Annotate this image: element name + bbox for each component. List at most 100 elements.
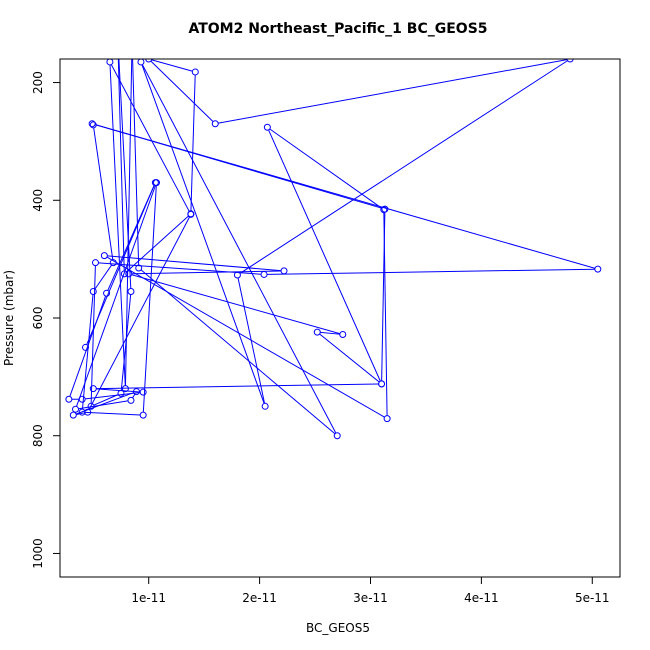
series-line-segment	[76, 392, 134, 415]
series-line-segment	[151, 59, 193, 72]
series-line-segment	[150, 60, 214, 122]
series-line-segment	[93, 128, 114, 260]
series-line-segment	[76, 185, 156, 407]
series-line-segment	[117, 59, 125, 271]
series-line-segment	[81, 294, 94, 410]
data-point	[191, 68, 199, 76]
series-line-segment	[142, 185, 157, 412]
data-point	[109, 259, 117, 267]
data-point	[383, 415, 391, 423]
series-line-segment	[107, 255, 281, 272]
series-line-segment	[85, 392, 141, 400]
y-tick-label: 200	[31, 71, 45, 94]
data-point	[127, 288, 135, 296]
data-point	[233, 271, 241, 279]
y-axis-label: Pressure (mbar)	[2, 270, 16, 366]
data-point	[129, 38, 135, 44]
data-point	[84, 408, 92, 416]
data-point	[339, 330, 347, 338]
chart-title: ATOM2 Northeast_Pacific_1 BC_GEOS5	[188, 21, 487, 37]
series-line-segment	[268, 130, 381, 382]
series-line-segment	[131, 270, 281, 275]
plot-frame	[59, 58, 621, 578]
data-point	[261, 402, 269, 410]
data-point	[89, 385, 97, 393]
series-line-segment	[109, 65, 126, 386]
data-point	[91, 259, 99, 267]
series-line-segment	[78, 400, 128, 410]
data-point	[100, 252, 108, 260]
data-point	[566, 59, 574, 63]
data-point	[139, 388, 147, 396]
data-point	[65, 395, 73, 403]
series-line-segment	[319, 333, 380, 383]
series-line-segment	[93, 394, 119, 406]
data-point	[69, 411, 77, 419]
series-line-segment	[76, 412, 85, 415]
data-point	[378, 380, 386, 388]
x-tick-label: 5e-11	[575, 591, 610, 605]
data-point	[87, 402, 95, 410]
data-point	[72, 405, 80, 413]
data-point	[135, 264, 143, 272]
data-point	[103, 289, 111, 297]
series-line-segment	[239, 60, 568, 274]
data-point	[89, 121, 97, 129]
series-line-segment	[86, 185, 155, 345]
y-tick-label: 800	[31, 424, 45, 447]
series-line-segment	[141, 64, 337, 434]
data-point	[594, 265, 602, 273]
series-line-segment	[85, 411, 140, 416]
x-tick-label: 4e-11	[464, 591, 499, 605]
data-point	[151, 179, 159, 187]
series-line-segment	[96, 383, 379, 390]
y-tick-label: 400	[31, 189, 45, 212]
data-point	[145, 59, 153, 63]
series-group	[65, 38, 602, 440]
series-line-segment	[124, 59, 133, 386]
series-line-segment	[269, 128, 382, 209]
series-line-segment	[126, 215, 189, 273]
series-line-segment	[118, 59, 132, 289]
series-line-segment	[218, 59, 568, 124]
series-line-segment	[94, 265, 112, 290]
data-point	[89, 288, 97, 296]
y-tick-label: 1000	[31, 538, 45, 569]
series-line-segment	[190, 75, 196, 211]
data-point	[380, 206, 388, 214]
data-point	[211, 120, 219, 128]
data-point	[88, 120, 96, 128]
series-line-segment	[95, 124, 382, 209]
series-line-segment	[320, 331, 340, 335]
data-point	[280, 267, 288, 275]
data-point	[78, 395, 86, 403]
series-line-segment	[96, 388, 141, 393]
data-point	[263, 123, 271, 131]
series-line-segment	[131, 274, 340, 335]
series-line-segment	[69, 296, 106, 397]
series-line-segment	[132, 59, 140, 265]
series-line-segment	[120, 294, 132, 391]
data-point	[313, 328, 321, 336]
series-line-segment	[132, 394, 136, 398]
data-point	[127, 396, 135, 404]
series-line-segment	[383, 212, 388, 416]
data-point	[121, 385, 129, 393]
data-point	[125, 270, 133, 278]
data-point	[117, 389, 125, 397]
data-point	[82, 343, 90, 351]
x-axis-label: BC_GEOS5	[306, 621, 370, 635]
data-point	[133, 388, 141, 396]
series-line-segment	[140, 269, 336, 435]
data-point	[106, 59, 114, 66]
data-point	[139, 411, 147, 419]
x-tick-label: 2e-11	[242, 591, 277, 605]
series-line-segment	[110, 64, 190, 212]
data-point	[137, 59, 145, 66]
y-tick-label: 600	[31, 307, 45, 330]
y-axis: 200 400 600 800 1000	[31, 71, 60, 569]
data-point	[120, 270, 128, 278]
x-tick-label: 1e-11	[131, 591, 166, 605]
x-axis: 1e-11 2e-11 3e-11 4e-11 5e-11	[131, 577, 610, 605]
